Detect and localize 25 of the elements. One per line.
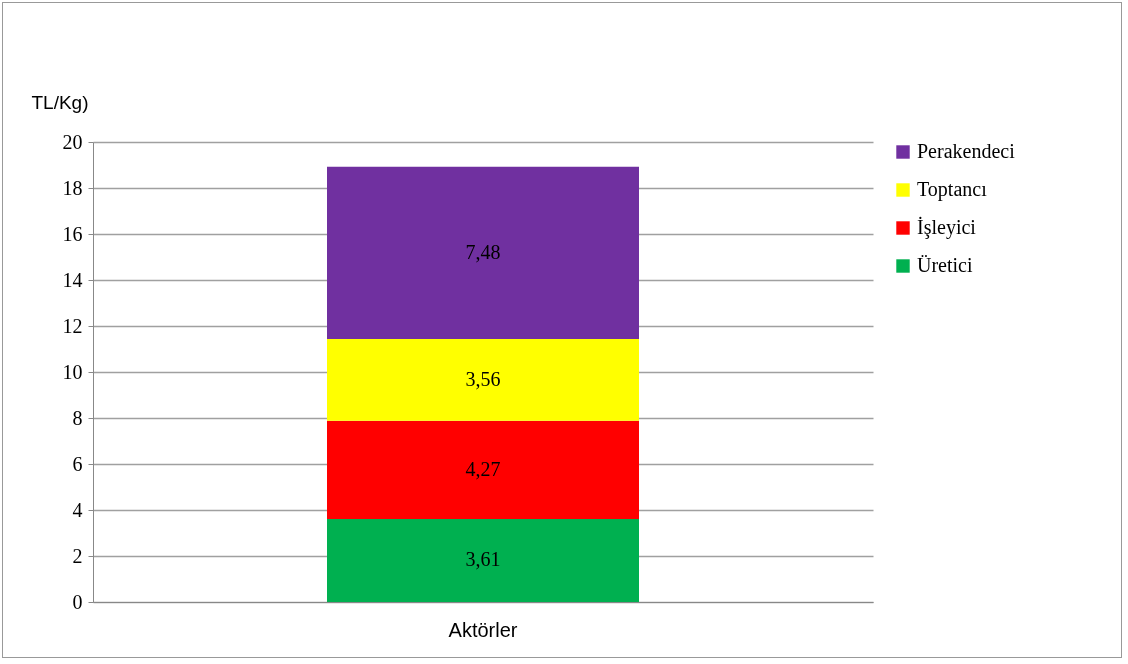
y-tick-label: 12 — [62, 314, 83, 337]
y-axis-title: TL/Kg) — [31, 91, 89, 113]
legend-label: İşleyici — [917, 216, 977, 239]
data-label: 7,48 — [465, 240, 501, 263]
x-tick-label: Aktörler — [448, 618, 518, 641]
y-tick-label: 10 — [62, 360, 83, 383]
y-tick-label: 6 — [72, 452, 83, 475]
data-label: 3,61 — [465, 548, 501, 571]
y-tick-label: 20 — [62, 130, 83, 153]
bar — [327, 166, 639, 339]
bar — [327, 420, 639, 519]
data-label: 4,27 — [465, 457, 501, 480]
legend-label: Perakendeci — [917, 140, 1016, 162]
data-label: 3,56 — [465, 367, 501, 390]
bar — [327, 338, 639, 421]
y-tick-label: 18 — [62, 176, 83, 199]
bar — [327, 518, 639, 602]
y-tick-label: 8 — [72, 406, 83, 429]
legend-label: Toptancı — [917, 178, 988, 201]
y-tick-label: 4 — [72, 498, 83, 521]
y-tick-label: 14 — [62, 268, 83, 291]
y-tick-label: 0 — [72, 590, 83, 613]
y-tick-label: 16 — [62, 222, 83, 245]
y-tick-label: 2 — [72, 544, 83, 567]
legend-label: Üretici — [917, 254, 973, 276]
